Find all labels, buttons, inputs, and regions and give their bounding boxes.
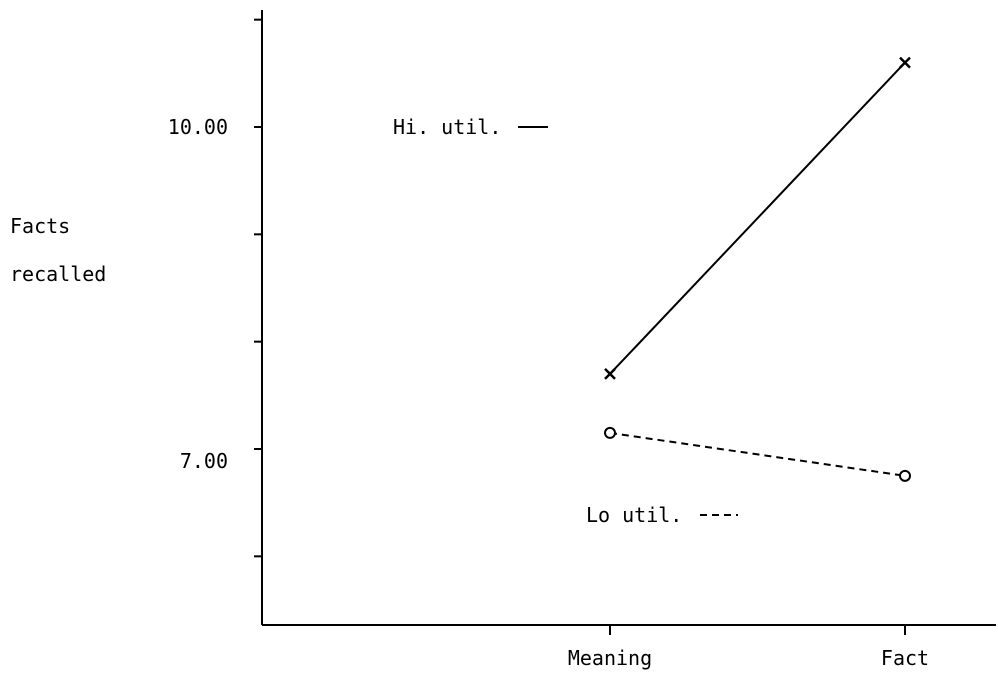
data-point-x-marker: [899, 56, 911, 69]
y-tick-label: 10.00: [168, 115, 228, 139]
legend-label-lo-util: Lo util.: [586, 503, 682, 527]
data-point-circle-marker: [899, 469, 911, 482]
legend-lo-util: Lo util.: [586, 503, 738, 527]
legend-label-hi-util: Hi. util.: [393, 115, 501, 139]
data-point-x-marker: [604, 367, 616, 380]
series-group: [604, 56, 911, 482]
x-tick-label: Fact: [881, 646, 929, 670]
y-axis-label-line-2: recalled: [10, 262, 106, 286]
y-axis-label-line-1: Facts: [10, 214, 70, 238]
data-point-circle-marker: [604, 426, 616, 439]
axis-ticks: [254, 18, 906, 635]
y-tick-label: 7.00: [180, 449, 228, 473]
legend-hi-util: Hi. util.: [393, 115, 548, 139]
series-line-lo-util: [609, 431, 906, 477]
x-tick-label: Meaning: [568, 646, 652, 670]
series-line-hi-util: [609, 61, 906, 375]
